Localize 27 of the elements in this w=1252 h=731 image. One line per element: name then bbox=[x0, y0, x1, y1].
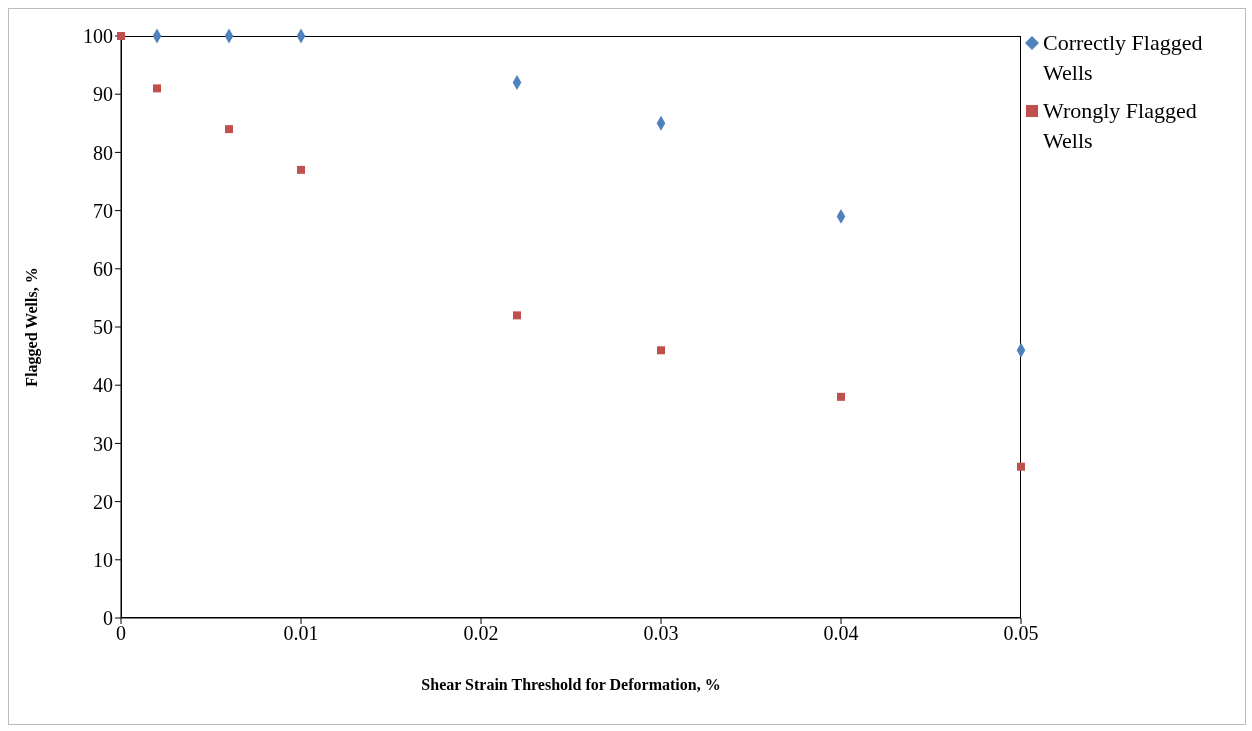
x-tick-label: 0.03 bbox=[643, 622, 679, 645]
point bbox=[225, 125, 233, 134]
y-tick-label: 40 bbox=[93, 374, 113, 397]
y-tick-label: 90 bbox=[93, 83, 113, 106]
y-tick-label: 60 bbox=[93, 257, 113, 280]
y-tick-label: 70 bbox=[93, 199, 113, 222]
y-tick-label: 30 bbox=[93, 432, 113, 455]
x-tick-label: 0.01 bbox=[283, 622, 319, 645]
point bbox=[657, 346, 665, 355]
y-axis-title: Flagged Wells, % bbox=[22, 267, 41, 387]
legend-label: Correctly Flagged Wells bbox=[1043, 29, 1204, 87]
x-tick-label: 0.05 bbox=[1003, 622, 1039, 645]
x-axis-title: Shear Strain Threshold for Deformation, % bbox=[421, 676, 721, 693]
y-tick-label: 50 bbox=[93, 316, 113, 339]
point bbox=[297, 165, 305, 174]
y-tick-label: 0 bbox=[103, 607, 113, 630]
point bbox=[153, 84, 161, 93]
y-tick-label: 80 bbox=[93, 141, 113, 164]
x-tick-label: 0.04 bbox=[823, 622, 859, 645]
point bbox=[1017, 462, 1025, 471]
x-tick-label: 0.02 bbox=[463, 622, 499, 645]
point bbox=[513, 311, 521, 320]
y-tick-label: 20 bbox=[93, 490, 113, 513]
y-tick-label: 100 bbox=[83, 25, 113, 48]
y-tick-label: 10 bbox=[93, 548, 113, 571]
point bbox=[837, 392, 845, 401]
legend-label: Wrongly Flagged Wells bbox=[1043, 97, 1198, 155]
